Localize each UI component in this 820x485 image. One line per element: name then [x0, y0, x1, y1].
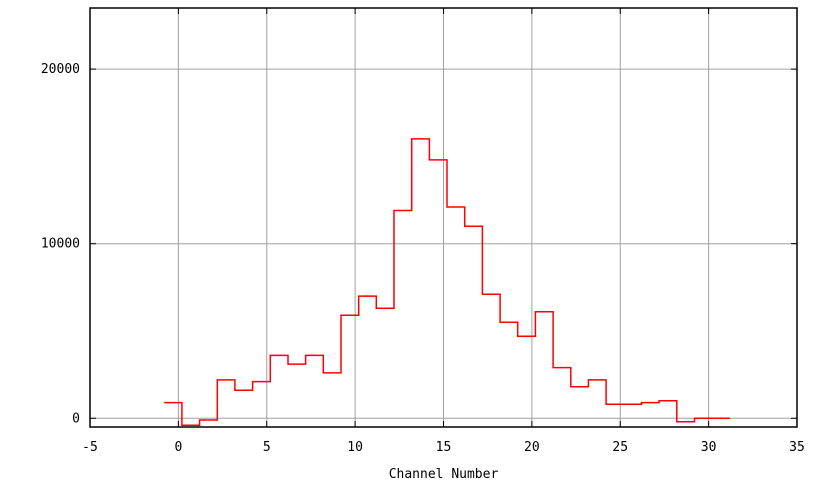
- x-tick-labels: -5 0 5 10 15 20 25 30 35: [82, 440, 805, 455]
- x-tick-label: -5: [82, 440, 98, 455]
- x-axis-title: Channel Number: [389, 467, 499, 482]
- x-tick-label: 25: [612, 440, 628, 455]
- x-tick-label: 35: [789, 440, 805, 455]
- y-tick-label: 0: [72, 411, 80, 426]
- y-tick-labels: 0 10000 20000: [41, 62, 80, 426]
- y-tick-label: 10000: [41, 237, 80, 252]
- x-tick-label: 30: [701, 440, 717, 455]
- x-tick-label: 10: [347, 440, 363, 455]
- x-tick-label: 0: [174, 440, 182, 455]
- x-tick-label: 5: [263, 440, 271, 455]
- axis-ticks: [89, 8, 798, 427]
- x-tick-label: 20: [524, 440, 540, 455]
- x-tick-label: 15: [436, 440, 452, 455]
- grid-lines: [90, 8, 797, 427]
- series-step-line: [164, 138, 730, 427]
- y-tick-label: 20000: [41, 62, 80, 77]
